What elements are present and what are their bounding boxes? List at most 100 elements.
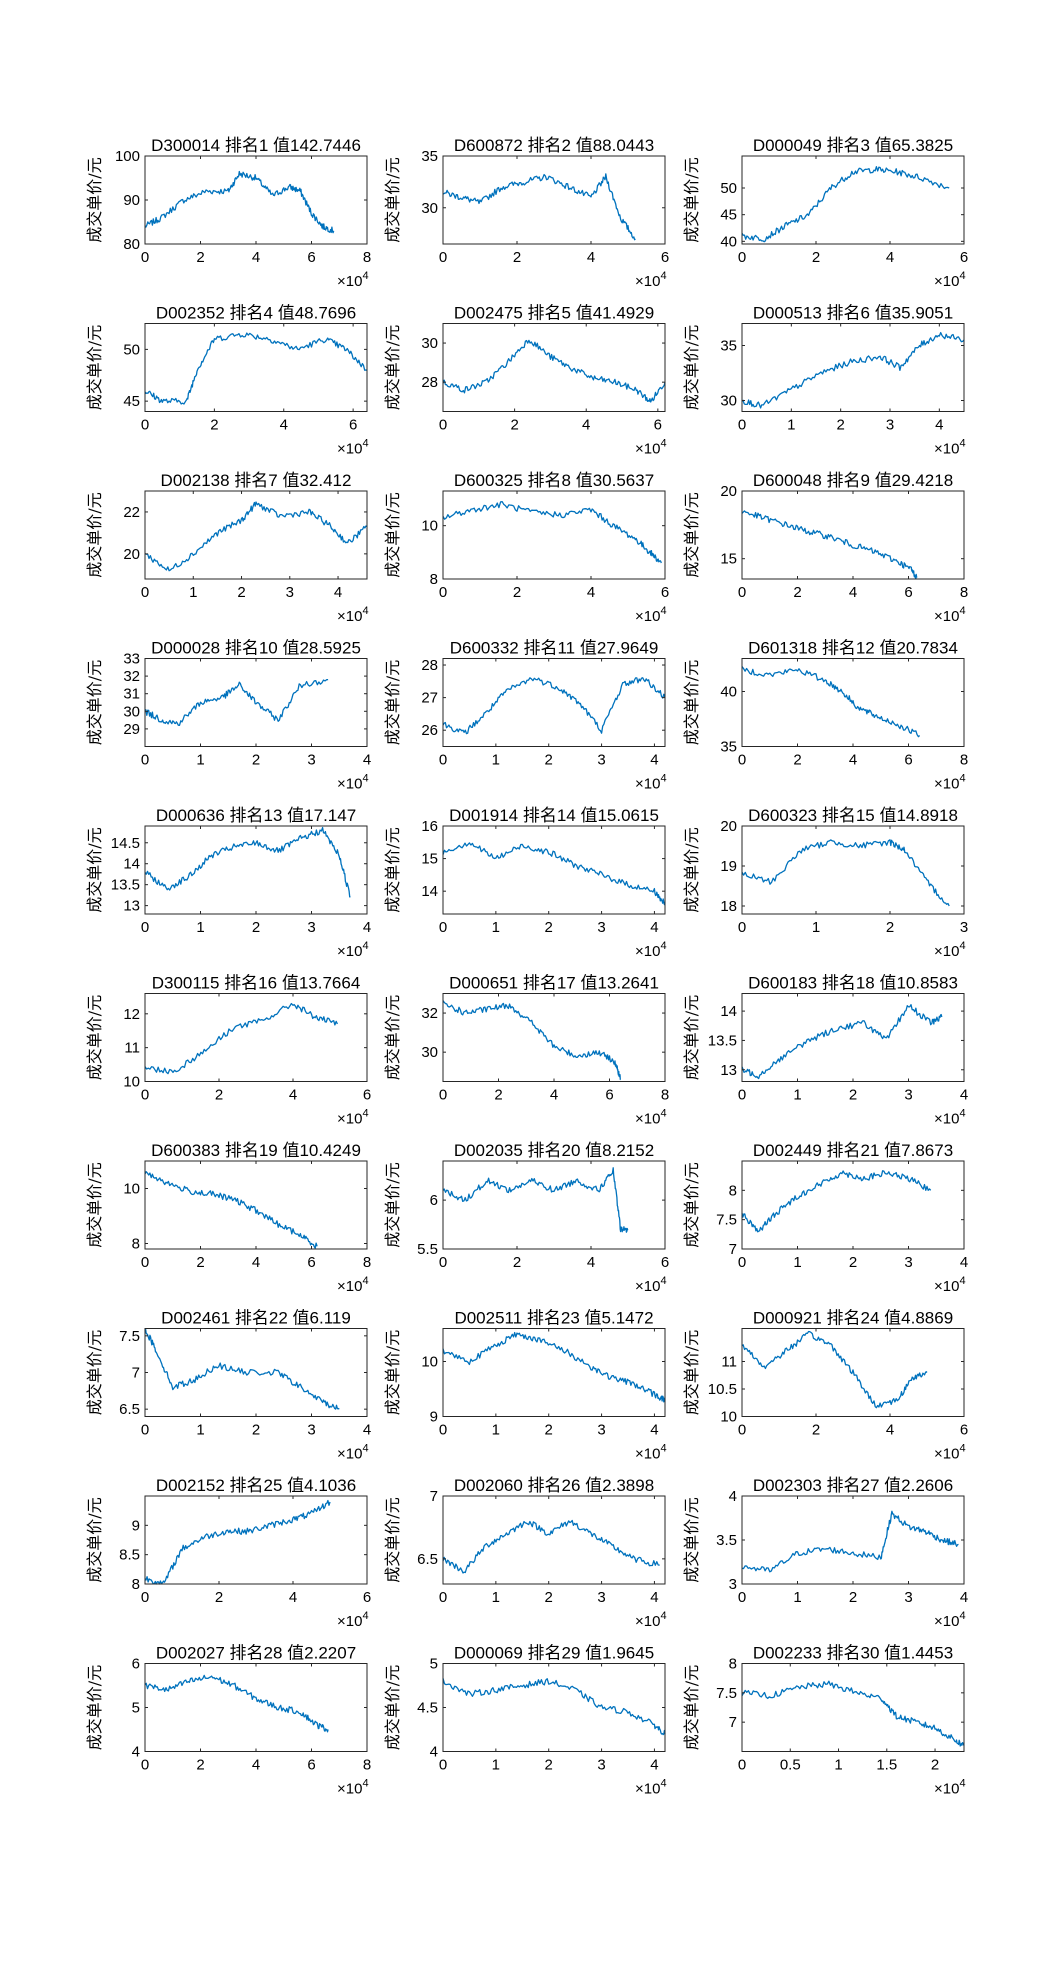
axes-frame — [741, 1663, 965, 1752]
axes-frame — [741, 1328, 965, 1417]
x-tick-label: 6 — [307, 1757, 315, 1774]
subplot-29: D000069 排名29 值1.9645 0 1 2 3 4 ×104 4 4.5 5 成交单价/元 — [383, 1644, 667, 1798]
y-tick-label: 5 — [132, 1700, 140, 1717]
price-series-line — [442, 1167, 629, 1233]
x-tick-label: 1 — [196, 1422, 204, 1439]
x-tick-label: 4 — [650, 752, 658, 769]
x-tick-label: 1 — [787, 417, 795, 434]
x-tick-label: 2 — [252, 919, 260, 936]
subplot-3: D000049 排名3 值65.3825 0 2 4 6 ×104 40 45 50 成交单价/元 — [682, 136, 968, 290]
y-tick-label: 6.5 — [417, 1551, 438, 1568]
subplot-4: D002352 排名4 值48.7696 0 2 4 6 ×104 45 50 成交单价/元 — [85, 304, 369, 458]
x-axis-exponent: ×104 — [635, 270, 667, 290]
subplot-title: D600325 排名8 值30.5637 — [454, 471, 654, 490]
x-tick-label: 3 — [904, 1254, 912, 1271]
y-axis-label: 成交单价/元 — [682, 1162, 701, 1247]
y-axis-label: 成交单价/元 — [383, 1162, 402, 1247]
x-tick-label: 4 — [650, 1589, 658, 1606]
x-tick-label: 2 — [545, 1589, 553, 1606]
axes-frame — [442, 155, 666, 245]
y-tick-label: 7 — [132, 1365, 140, 1382]
x-tick-label: 4 — [280, 417, 288, 434]
x-tick-label: 4 — [650, 1757, 658, 1774]
x-tick-label: 0 — [738, 1422, 746, 1439]
x-axis-exponent: ×104 — [934, 1108, 966, 1128]
subplot-title: D000921 排名24 值4.8869 — [753, 1309, 953, 1328]
x-tick-label: 1 — [793, 1087, 801, 1104]
axes-frame — [741, 1160, 965, 1250]
x-tick-label: 3 — [597, 1757, 605, 1774]
x-tick-label: 1 — [196, 919, 204, 936]
subplot-title: D601318 排名12 值20.7834 — [748, 639, 958, 658]
y-tick-label: 13.5 — [111, 877, 140, 894]
y-tick-label: 3.5 — [716, 1532, 737, 1549]
y-tick-label: 35 — [720, 739, 737, 756]
x-tick-label: 2 — [812, 1422, 820, 1439]
y-axis-label: 成交单价/元 — [682, 1497, 701, 1582]
subplot-1: D300014 排名1 值142.7446 0 2 4 6 8 ×104 80 90 100 成交单… — [85, 136, 371, 290]
y-axis-label: 成交单价/元 — [682, 660, 701, 745]
x-tick-label: 8 — [363, 249, 371, 266]
subplot-title: D600383 排名19 值10.4249 — [151, 1141, 361, 1160]
price-series-line — [442, 1519, 660, 1574]
y-tick-label: 10 — [720, 1409, 737, 1426]
price-series-line — [144, 678, 329, 726]
x-tick-label: 6 — [363, 1589, 371, 1606]
y-tick-label: 14 — [421, 883, 438, 900]
x-tick-label: 0 — [439, 1757, 447, 1774]
x-tick-label: 1 — [492, 1422, 500, 1439]
subplot-10: D000028 排名10 值28.5925 0 1 2 3 4 ×104 2930313233… — [85, 639, 371, 793]
x-tick-label: 4 — [289, 1087, 297, 1104]
axes-frame — [144, 490, 368, 580]
x-tick-label: 2 — [545, 1422, 553, 1439]
x-tick-label: 2 — [513, 249, 521, 266]
x-tick-label: 3 — [904, 1589, 912, 1606]
y-tick-label: 7.5 — [716, 1212, 737, 1229]
x-tick-label: 0 — [439, 1087, 447, 1104]
x-axis-exponent: ×104 — [934, 940, 966, 960]
y-axis-label: 成交单价/元 — [682, 157, 701, 242]
x-tick-label: 2 — [931, 1757, 939, 1774]
y-axis-label: 成交单价/元 — [383, 492, 402, 577]
subplot-title: D000651 排名17 值13.2641 — [449, 974, 659, 993]
y-axis-label: 成交单价/元 — [682, 1665, 701, 1750]
x-axis-exponent: ×104 — [337, 438, 369, 458]
x-tick-label: 2 — [812, 249, 820, 266]
x-axis-exponent: ×104 — [635, 1108, 667, 1128]
x-tick-label: 2 — [252, 752, 260, 769]
y-tick-label: 80 — [123, 236, 140, 253]
x-tick-label: 6 — [661, 249, 669, 266]
axes-frame — [144, 658, 368, 747]
x-tick-label: 6 — [661, 1254, 669, 1271]
y-tick-label: 31 — [123, 686, 140, 703]
y-tick-label: 5 — [430, 1656, 438, 1673]
axes-frame — [741, 323, 965, 412]
x-tick-label: 8 — [661, 1087, 669, 1104]
subplot-2: D600872 排名2 值88.0443 0 2 4 6 ×104 30 35 成交单价/元 — [383, 136, 669, 290]
subplot-6: D000513 排名6 值35.9051 0 1 2 3 4 ×104 30 35 成交单价/元 — [682, 304, 966, 458]
price-series-line — [144, 501, 368, 572]
y-tick-label: 33 — [123, 651, 140, 668]
subplot-11: D600332 排名11 值27.9649 0 1 2 3 4 ×104 26 27 28 成交单价… — [383, 639, 667, 793]
x-tick-label: 1.5 — [876, 1757, 897, 1774]
y-tick-label: 16 — [421, 818, 438, 835]
price-series-line — [144, 332, 368, 405]
y-axis-label: 成交单价/元 — [85, 995, 104, 1080]
x-axis-exponent: ×104 — [635, 605, 667, 625]
x-tick-label: 3 — [904, 1087, 912, 1104]
subplot-17: D000651 排名17 值13.2641 0 2 4 6 8 ×104 30 32 成交单价/元 — [383, 974, 669, 1128]
x-tick-label: 0 — [141, 752, 149, 769]
x-tick-label: 0 — [141, 1589, 149, 1606]
y-tick-label: 29 — [123, 721, 140, 738]
y-tick-label: 45 — [123, 393, 140, 410]
x-tick-label: 3 — [597, 1422, 605, 1439]
x-tick-label: 3 — [307, 752, 315, 769]
x-tick-label: 0 — [738, 1087, 746, 1104]
x-tick-label: 0 — [439, 249, 447, 266]
y-tick-label: 20 — [123, 546, 140, 563]
subplot-title: D000049 排名3 值65.3825 — [753, 136, 953, 155]
y-tick-label: 14 — [720, 1003, 737, 1020]
x-tick-label: 3 — [960, 919, 968, 936]
x-axis-exponent: ×104 — [337, 940, 369, 960]
